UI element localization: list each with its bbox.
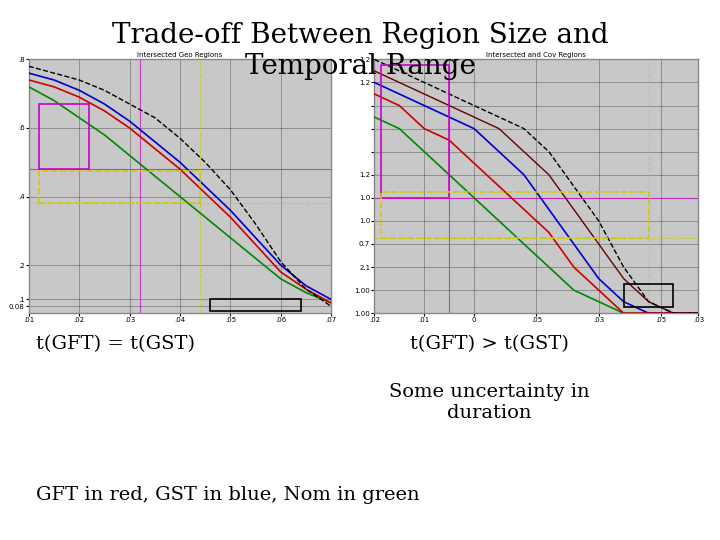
Text: Trade-off Between Region Size and
Temporal Range: Trade-off Between Region Size and Tempor…	[112, 22, 608, 80]
Text: Some uncertainty in
duration: Some uncertainty in duration	[390, 383, 590, 422]
Bar	[39, 171, 200, 204]
Text: t(GFT) = t(GST): t(GFT) = t(GST)	[36, 335, 194, 353]
Bar	[39, 104, 89, 169]
Bar	[624, 285, 673, 307]
Title: Intersected Geo Regions: Intersected Geo Regions	[138, 52, 222, 58]
Bar	[381, 192, 649, 238]
Bar	[210, 300, 301, 312]
Title: Intersected and Cov Regions: Intersected and Cov Regions	[487, 52, 586, 58]
Bar	[381, 65, 449, 198]
Text: GFT in red, GST in blue, Nom in green: GFT in red, GST in blue, Nom in green	[36, 486, 420, 504]
Text: t(GFT) > t(GST): t(GFT) > t(GST)	[410, 335, 569, 353]
